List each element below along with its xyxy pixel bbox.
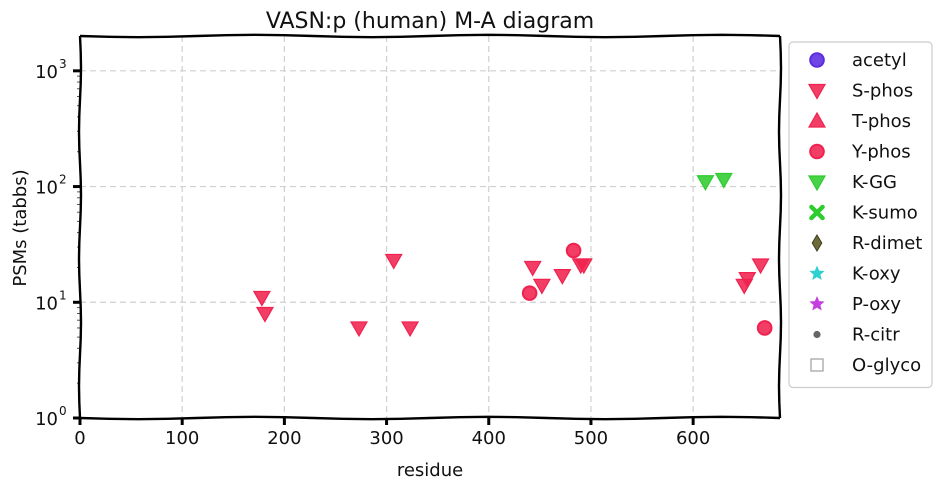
y-tick-exponent: 1 <box>59 288 67 302</box>
data-point-s-phos <box>751 258 770 275</box>
legend-marker-t-phos <box>807 111 827 128</box>
y-tick-label: 10 <box>35 62 58 83</box>
legend: acetyl S-phos T-phos Y-phos K-GG K-sumo R-dime… <box>788 41 933 389</box>
x-tick-label: 600 <box>676 428 710 449</box>
x-axis-label: residue <box>397 460 463 481</box>
legend-marker-k-gg <box>807 175 827 192</box>
legend-marker-k-oxy <box>809 265 825 280</box>
legend-marker-s-phos <box>807 83 827 100</box>
data-point-s-phos <box>384 253 403 270</box>
y-tick-label: 10 <box>35 293 58 314</box>
grid-layer <box>80 36 780 418</box>
legend-marker-o-glyco <box>810 358 824 372</box>
y-tick-label: 10 <box>35 409 58 430</box>
chart-title: VASN:p (human) M-A diagram <box>266 9 594 34</box>
y-tick-label: 10 <box>35 178 58 199</box>
legend-marker-p-oxy <box>809 296 825 311</box>
legend-label: acetyl <box>852 50 907 71</box>
legend-label: Y-phos <box>851 142 911 163</box>
legend-label: P-oxy <box>852 294 901 315</box>
y-axis-label: PSMs (tabbs) <box>10 169 31 286</box>
x-tick-label: 200 <box>267 428 301 449</box>
data-point-s-phos <box>738 272 757 288</box>
legend-label: T-phos <box>851 111 911 132</box>
points-layer <box>252 172 773 338</box>
x-tick-label: 400 <box>472 428 506 449</box>
legend-label: R-dimet <box>852 233 922 254</box>
legend-box <box>788 41 933 389</box>
data-point-s-phos <box>349 321 369 338</box>
x-tick-label: 500 <box>574 428 608 449</box>
data-point-s-phos <box>401 321 420 338</box>
legend-marker-y-phos <box>809 143 825 160</box>
data-point-y-phos <box>521 285 538 301</box>
legend-marker-r-citr <box>813 330 821 339</box>
data-point-s-phos <box>523 260 542 277</box>
x-tick-label: 0 <box>74 428 85 449</box>
legend-label: K-sumo <box>852 203 918 224</box>
legend-marker-k-sumo <box>809 204 825 221</box>
legend-marker-r-dimet <box>811 234 823 252</box>
data-point-s-phos <box>252 290 271 307</box>
legend-label: S-phos <box>852 81 913 102</box>
frame-bottom <box>79 415 781 421</box>
frame-left <box>77 35 83 419</box>
data-point-s-phos <box>255 306 274 323</box>
frame-right <box>777 35 783 419</box>
legend-marker-acetyl <box>809 52 825 68</box>
x-tick-label: 300 <box>369 428 403 449</box>
data-point-s-phos <box>574 258 593 275</box>
plot-frame <box>77 33 783 421</box>
y-tick-exponent: 3 <box>59 57 67 71</box>
legend-label: O-glyco <box>852 355 921 376</box>
data-point-k-gg <box>696 175 715 191</box>
legend-label: K-GG <box>852 172 897 193</box>
data-point-s-phos <box>532 278 551 295</box>
frame-top <box>79 33 781 39</box>
y-tick-exponent: 0 <box>59 404 67 418</box>
legend-label: R-citr <box>852 325 900 346</box>
data-point-s-phos <box>553 269 572 285</box>
data-point-y-phos <box>756 320 773 336</box>
legend-label: K-oxy <box>852 264 901 285</box>
y-tick-exponent: 2 <box>59 173 67 187</box>
data-point-y-phos <box>565 242 582 259</box>
x-tick-label: 100 <box>165 428 199 449</box>
data-point-k-gg <box>714 172 733 189</box>
